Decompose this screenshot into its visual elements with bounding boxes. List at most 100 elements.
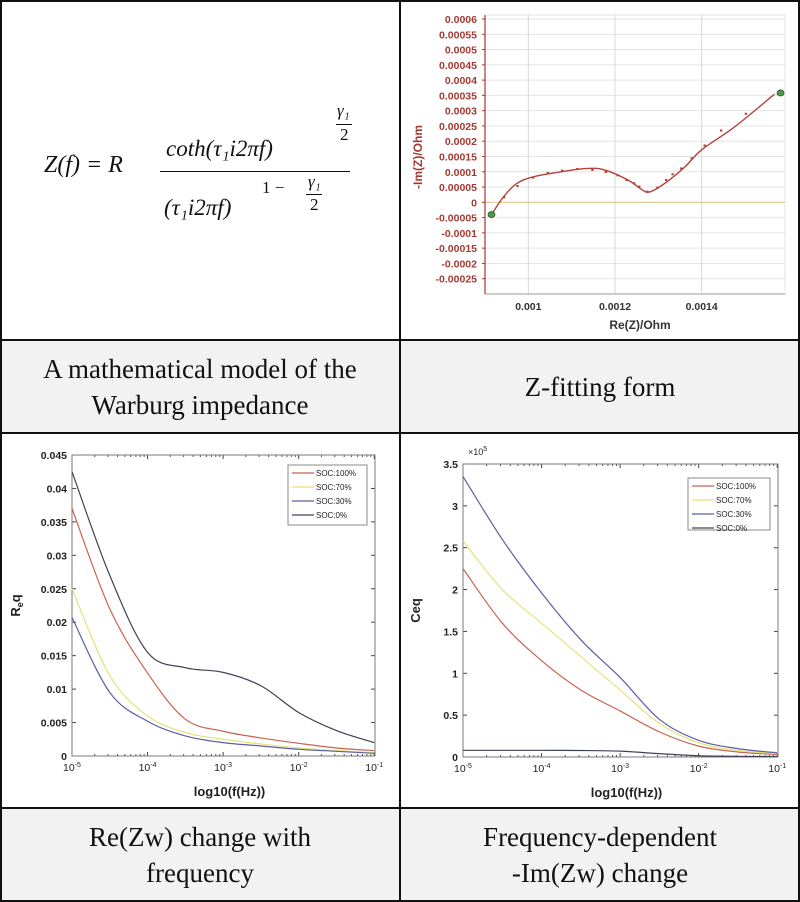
table-divider (0, 432, 800, 434)
caption-ceq: Frequency-dependent -Im(Zw) change (400, 808, 800, 902)
caption-line: Re(Zw) change with (89, 822, 311, 852)
caption-line: Z-fitting form (524, 371, 676, 402)
y-tick-label: 0.02 (47, 617, 68, 629)
equation-den-exp-bar (306, 194, 322, 196)
x-tick-label: 10-1 (365, 762, 383, 774)
data-point (591, 168, 594, 171)
series-line-soc0 (71, 471, 375, 744)
x-tick-label: 10-5 (454, 763, 472, 775)
equation-den-exp-prefix: 1 − (262, 178, 285, 197)
y-tick-label: 0.0005 (445, 45, 477, 57)
data-point (680, 167, 683, 170)
data-point (604, 170, 608, 173)
y-tick-label: 0.04 (47, 483, 68, 495)
table-border (0, 0, 2, 902)
series-line-soc30 (71, 617, 375, 754)
y-tick-label: 0.00015 (439, 152, 477, 164)
equation-fraction-bar (160, 171, 350, 173)
y-tick-label: 0 (452, 752, 458, 764)
x-tick-label: 0.001 (515, 301, 541, 313)
series-line-soc100 (71, 508, 375, 752)
legend-label: SOC:0% (316, 511, 347, 520)
nyquist-chart: 0.0006 0.00055 0.0005 0.00045 0.0004 0.00035 0… (411, 14, 786, 332)
y-tick-label: 2.5 (443, 543, 458, 555)
plot-frame (71, 454, 376, 757)
x-tick-exponent: -2 (701, 763, 707, 770)
x-tick-exponent: -3 (226, 762, 232, 769)
equation-denominator: (τ₁i2πf) (164, 195, 232, 220)
legend-label: SOC:0% (716, 524, 747, 533)
legend-box (687, 477, 771, 531)
x-tick-label: 10-2 (690, 763, 708, 775)
x-tick-exponent: -1 (780, 763, 786, 770)
y-tick-label: 0.0004 (445, 75, 477, 87)
y-tick-label: 0.00055 (439, 29, 477, 41)
req-chart: 10-5 10-4 10-3 10-2 10-1 0 0.005 0.01 0.015 0.02 0… (8, 450, 383, 799)
y-tick-label: -0.0001 (441, 228, 477, 240)
y-tick-label: 0.0002 (445, 136, 477, 148)
x-tick-label: 10-2 (290, 762, 308, 774)
x-tick-exponent: -4 (544, 763, 550, 770)
y-tick-label: 0 (471, 197, 477, 209)
y-multiplier: ×105 (468, 446, 487, 457)
y-tick-label: 2 (452, 585, 458, 597)
caption-line: Warburg impedance (91, 389, 309, 420)
y-tick-label: 0.00045 (439, 60, 477, 72)
plot-frame (462, 463, 779, 758)
data-point (502, 196, 506, 199)
data-point (744, 112, 748, 115)
legend-label: SOC:70% (316, 483, 352, 492)
x-tick-exponent: -2 (301, 762, 307, 769)
ceq-chart: 10-5 10-4 10-3 10-2 10-1 0 0.5 1 1.5 2 2.5 3 3.5 SOC:… (408, 446, 786, 800)
legend-label: SOC:70% (716, 496, 752, 505)
data-point (646, 190, 649, 193)
data-point (546, 171, 550, 174)
legend-label: SOC:30% (716, 510, 752, 519)
table-divider (0, 807, 800, 809)
y-tick-label: 0.005 (41, 718, 67, 730)
x-axis-label: Re(Z)/Ohm (609, 318, 670, 332)
y-tick-label: 0.5 (443, 710, 458, 722)
data-point (632, 182, 636, 185)
legend-label: SOC:100% (716, 482, 756, 491)
y-multiplier-exponent: 5 (483, 446, 487, 453)
y-tick-label: 0.0006 (445, 14, 477, 26)
legend-label: SOC:30% (316, 497, 352, 506)
x-axis-label: log10(f(Hz)) (194, 784, 266, 799)
x-tick-exponent: -1 (377, 762, 383, 769)
x-tick-label: 0.0012 (599, 301, 631, 313)
fit-line (490, 93, 775, 215)
data-point (576, 168, 579, 171)
y-tick-label: 0.0003 (445, 106, 477, 118)
y-tick-label: 3.5 (443, 459, 458, 471)
data-point (616, 174, 619, 177)
x-tick-exponent: -5 (466, 763, 472, 770)
y-axis-label: Ceq (408, 598, 423, 623)
y-tick-label: -0.0002 (441, 258, 477, 270)
data-point (638, 185, 641, 188)
series-line-soc0 (463, 749, 778, 758)
data-point (656, 186, 659, 189)
data-point (703, 144, 706, 147)
caption-zfit: Z-fitting form (400, 340, 800, 433)
legend-label: SOC:100% (316, 469, 356, 478)
equation-lhs: Z(f) = R (44, 152, 123, 178)
data-point (625, 178, 628, 181)
data-point (560, 169, 564, 172)
table-border (798, 0, 800, 902)
endpoint-marker (487, 211, 496, 218)
y-tick-label: -0.00015 (436, 243, 478, 255)
caption-equation: A mathematical model of the Warburg imped… (0, 340, 400, 433)
x-tick-label: 10-4 (139, 762, 157, 774)
data-point (664, 178, 668, 181)
endpoint-marker (776, 89, 785, 97)
caption-req: Re(Zw) change with frequency (0, 808, 400, 902)
x-tick-label: 0.0014 (686, 301, 718, 313)
y-tick-label: 0.015 (41, 651, 67, 663)
equation-numerator: coth(τ₁i2πf) (166, 136, 273, 161)
caption-line: Frequency-dependent (483, 822, 717, 852)
y-axis-label-subscript: e (15, 602, 25, 607)
x-tick-label: 10-3 (214, 762, 232, 774)
data-point (516, 184, 519, 187)
